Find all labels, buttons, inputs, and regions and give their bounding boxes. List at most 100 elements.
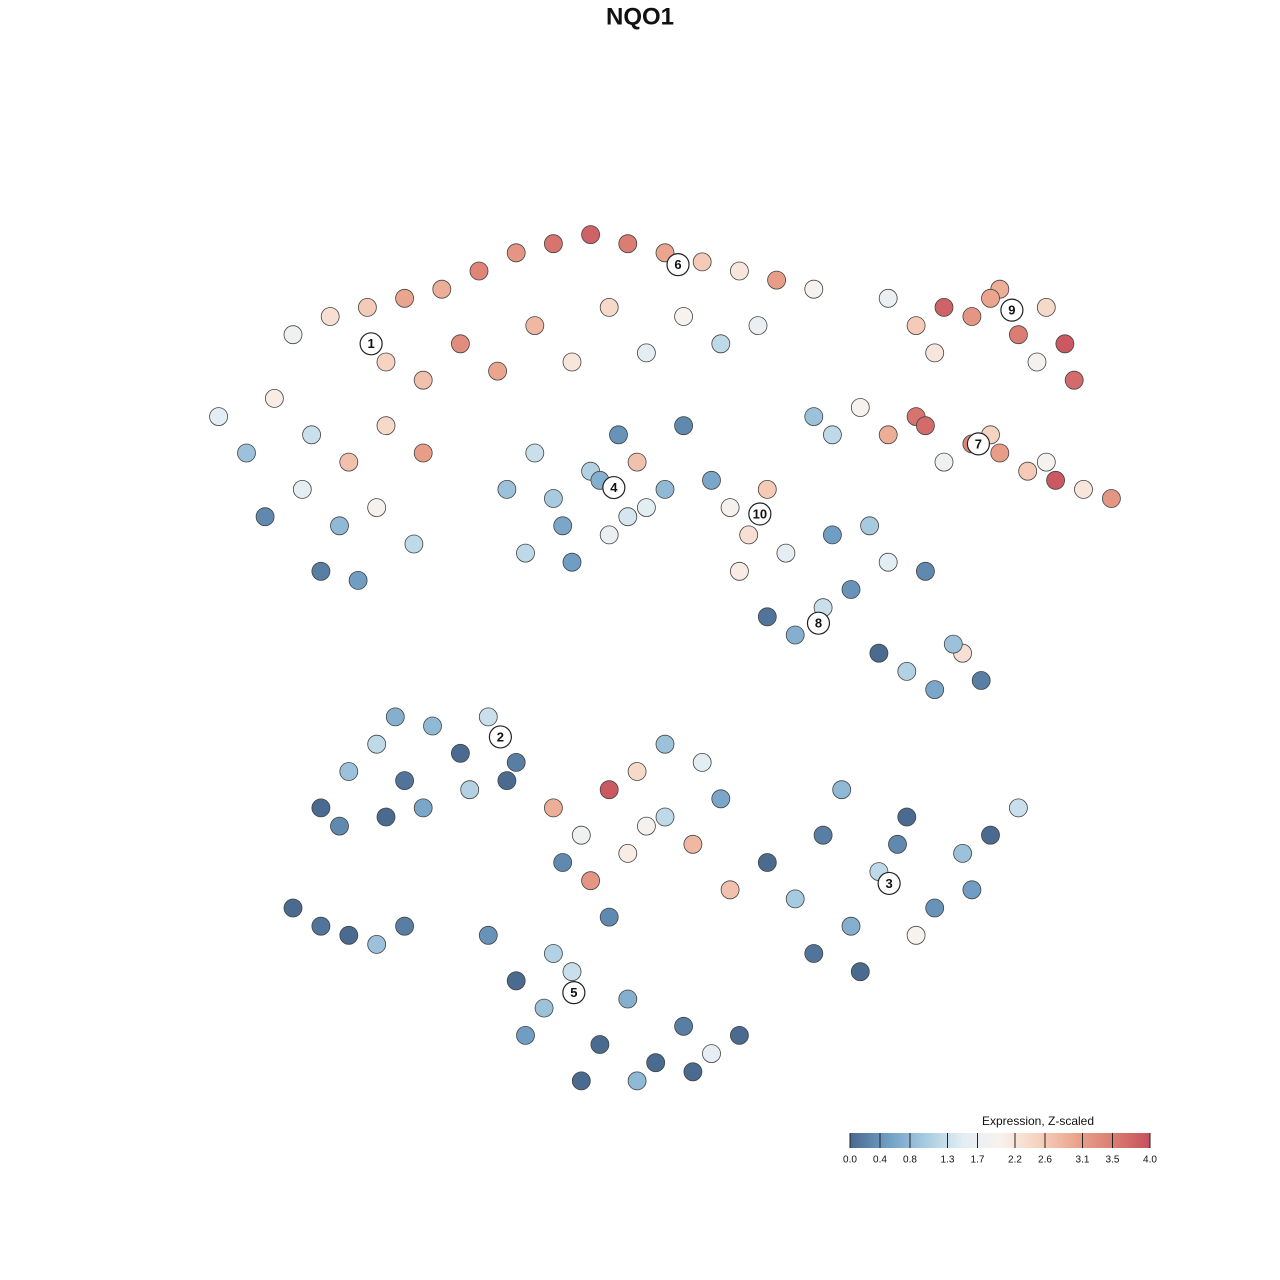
point — [339, 762, 359, 781]
point — [534, 998, 554, 1018]
point — [395, 771, 415, 790]
chart-title: NQO1 — [606, 3, 674, 30]
point — [544, 944, 563, 963]
colorbar-tick-label: 4.0 — [1143, 1155, 1157, 1166]
point — [544, 234, 563, 254]
cluster-label: 7 — [975, 436, 982, 451]
point — [674, 307, 693, 326]
point — [460, 780, 480, 800]
point — [609, 425, 628, 445]
point — [1009, 798, 1028, 818]
cluster-label: 6 — [674, 257, 681, 272]
point — [618, 989, 638, 1009]
point — [571, 825, 591, 845]
point — [553, 516, 573, 536]
cluster-badge — [877, 871, 901, 896]
cluster-label: 5 — [570, 985, 577, 1000]
point — [916, 416, 935, 436]
point — [823, 425, 842, 445]
colorbar: Expression, Z-scaled 0.0 0.4 0.8 1.3 1.7 2.2 2… — [843, 1114, 1157, 1165]
point — [981, 825, 1000, 845]
point — [860, 516, 879, 536]
point — [562, 552, 582, 572]
point — [1036, 297, 1056, 317]
point — [804, 279, 824, 299]
point — [311, 916, 331, 936]
colorbar-tick-label: 0.0 — [843, 1155, 857, 1166]
point — [516, 543, 535, 563]
point — [804, 407, 824, 427]
point — [739, 525, 759, 545]
point — [757, 479, 777, 499]
point — [841, 580, 861, 599]
point — [674, 1016, 693, 1036]
point — [311, 798, 331, 818]
point — [637, 498, 656, 518]
point — [376, 807, 396, 827]
cluster-badge — [1000, 298, 1024, 322]
point — [1027, 352, 1047, 372]
point — [1074, 479, 1093, 499]
point — [599, 525, 619, 545]
point — [302, 425, 322, 445]
point — [553, 853, 573, 872]
cluster-label: 3 — [886, 876, 893, 891]
point — [590, 1035, 610, 1054]
colorbar-tick-label: 0.8 — [903, 1155, 917, 1166]
point — [432, 279, 452, 299]
colorbar-tick-label: 2.2 — [1008, 1155, 1022, 1166]
point — [730, 261, 749, 281]
point — [785, 889, 805, 909]
point — [571, 1071, 591, 1091]
point — [897, 807, 917, 827]
point — [450, 743, 470, 763]
cluster-badge — [806, 611, 831, 635]
point — [702, 470, 721, 490]
point — [850, 962, 870, 982]
point — [599, 780, 619, 800]
point — [1046, 470, 1065, 490]
colorbar-tick-label: 1.7 — [971, 1155, 985, 1166]
point — [497, 771, 517, 790]
point — [748, 316, 768, 336]
cluster-badge — [359, 332, 383, 356]
cluster-badge — [488, 725, 512, 749]
cluster-badge — [602, 475, 626, 500]
point — [339, 452, 359, 472]
point — [785, 625, 805, 645]
point — [506, 753, 526, 772]
point — [906, 316, 926, 336]
point — [367, 498, 387, 518]
point — [934, 452, 954, 472]
point — [544, 489, 563, 508]
point — [283, 325, 303, 345]
point — [767, 270, 786, 290]
point — [637, 816, 656, 836]
colorbar-tick-label: 1.3 — [941, 1155, 955, 1166]
point — [850, 398, 870, 417]
point — [237, 443, 256, 463]
point — [385, 707, 405, 727]
point — [413, 798, 433, 818]
point — [655, 807, 675, 827]
point — [925, 680, 945, 699]
point — [1009, 325, 1028, 345]
point — [981, 288, 1000, 308]
point — [497, 479, 517, 499]
point — [376, 416, 396, 436]
point — [311, 561, 331, 581]
point — [1018, 461, 1038, 481]
point — [730, 1026, 749, 1045]
point — [841, 916, 861, 936]
point — [581, 871, 600, 891]
point — [618, 507, 638, 527]
point — [413, 443, 433, 463]
point — [395, 288, 415, 308]
cluster-badge — [748, 502, 772, 526]
point — [357, 297, 377, 317]
point — [330, 816, 349, 836]
point — [934, 297, 954, 317]
point — [702, 1044, 721, 1063]
point — [878, 425, 898, 445]
